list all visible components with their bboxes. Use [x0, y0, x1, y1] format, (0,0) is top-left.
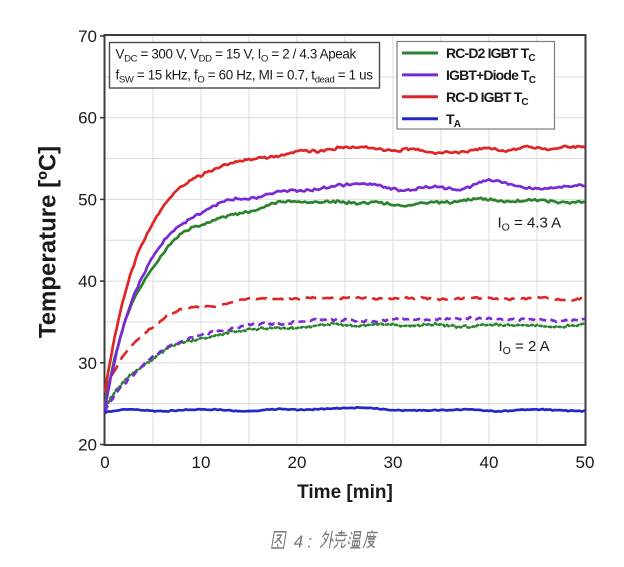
svg-text:30: 30 [78, 354, 97, 373]
svg-text:10: 10 [192, 453, 211, 472]
svg-text:70: 70 [78, 27, 97, 46]
svg-text:40: 40 [78, 272, 97, 291]
svg-text:IO​ = 4.3 A: IO​ = 4.3 A [498, 215, 562, 234]
svg-text:20: 20 [288, 453, 307, 472]
svg-text:Temperature [ºC]: Temperature [ºC] [35, 146, 62, 338]
svg-text:60: 60 [78, 109, 97, 128]
svg-text:Time [min]: Time [min] [297, 482, 393, 503]
svg-text:4:: 4: [294, 532, 317, 552]
svg-text:50: 50 [576, 453, 595, 472]
svg-text:40: 40 [480, 453, 499, 472]
svg-text:20: 20 [78, 436, 97, 455]
svg-text:IO​ = 2 A: IO​ = 2 A [499, 338, 550, 357]
svg-text:30: 30 [384, 453, 403, 472]
svg-text:fSW​ = 15 kHz, fO​ = 60 Hz, MI: fSW​ = 15 kHz, fO​ = 60 Hz, MI = 0.7, td… [116, 68, 374, 86]
svg-text:VDC​ = 300 V, VDD​ = 15 V, IO​: VDC​ = 300 V, VDD​ = 15 V, IO​ = 2 / 4.3… [116, 47, 357, 65]
svg-text:0: 0 [100, 453, 109, 472]
svg-text:50: 50 [78, 190, 97, 209]
